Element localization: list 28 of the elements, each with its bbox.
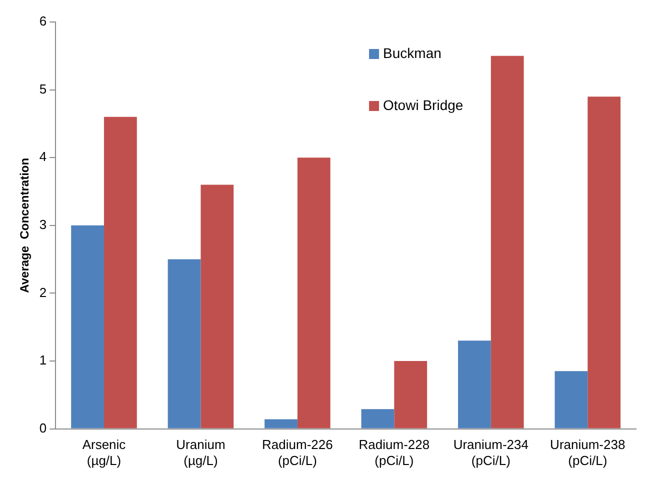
bar	[297, 158, 330, 428]
legend-label: Buckman	[383, 44, 442, 61]
legend-label: Otowi Bridge	[383, 96, 464, 113]
y-axis-title: Average Concentration	[18, 158, 32, 293]
bar	[588, 96, 621, 428]
y-tick-label: 5	[39, 81, 47, 96]
bar	[490, 56, 524, 428]
x-tick-label: Radium-228 (pCi/L)	[358, 437, 430, 468]
x-tick-label: Arsenic (µg/L)	[82, 437, 126, 468]
x-tick-label: Uranium (µg/L)	[176, 437, 226, 468]
bar	[104, 116, 137, 428]
x-tick-label: Uranium-234 (pCi/L)	[453, 437, 528, 468]
bar	[458, 340, 491, 428]
x-tick-label: Radium-226 (pCi/L)	[262, 437, 333, 468]
y-tick-label: 6	[39, 14, 47, 29]
bar	[200, 184, 234, 428]
y-tick-label: 2	[39, 284, 47, 300]
bar	[71, 225, 104, 428]
y-tick-label: 3	[39, 216, 47, 232]
bar	[361, 409, 394, 428]
bar	[394, 361, 428, 428]
y-tick-label: 4	[39, 149, 47, 164]
x-tick-label: Uranium-238 (pCi/L)	[550, 437, 626, 468]
y-tick-label: 1	[39, 352, 47, 368]
bar	[168, 259, 201, 428]
bar	[554, 371, 588, 428]
bar	[264, 419, 298, 428]
y-tick-label: 0	[39, 420, 47, 436]
